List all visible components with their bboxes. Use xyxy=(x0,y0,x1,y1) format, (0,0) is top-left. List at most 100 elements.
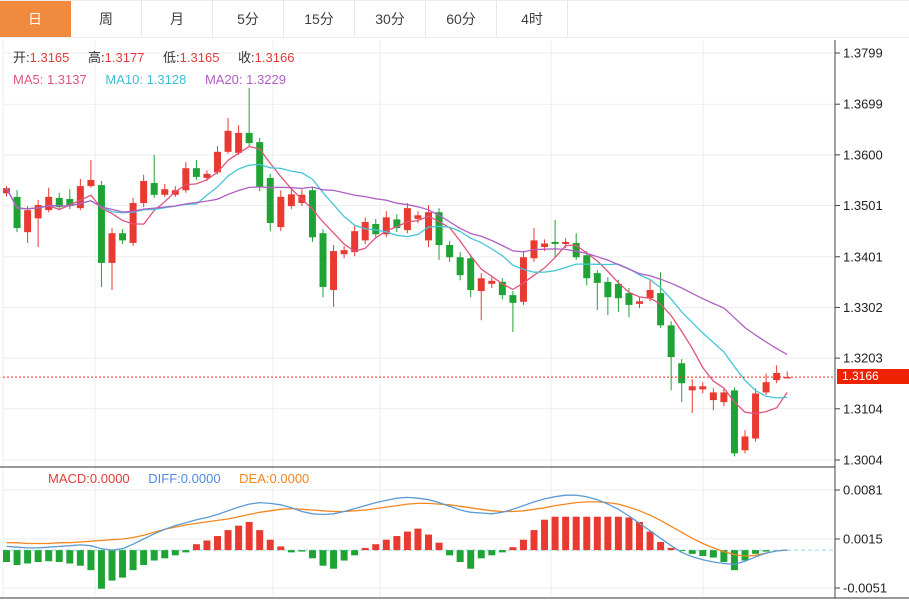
macd-bar xyxy=(203,540,211,551)
macd-bar xyxy=(562,516,570,551)
close-label: 收: xyxy=(238,50,255,65)
candle-body xyxy=(625,293,633,305)
macd-bar xyxy=(351,550,359,556)
ma20-readout: MA20: 1.3229 xyxy=(204,72,286,87)
candle-body xyxy=(614,283,622,299)
macd-bar xyxy=(3,550,10,563)
macd-bar xyxy=(741,550,749,561)
tab-monthly[interactable]: 月 xyxy=(142,1,213,37)
candle-body xyxy=(45,196,53,211)
candle-body xyxy=(762,382,770,393)
macd-bar xyxy=(593,516,601,551)
candle-body xyxy=(24,210,32,233)
candle-body xyxy=(509,295,517,303)
macd-bar xyxy=(414,528,422,551)
macd-bar xyxy=(730,550,738,571)
macd-bar xyxy=(699,550,707,557)
macd-bar xyxy=(340,550,348,561)
candle-body xyxy=(551,241,559,244)
candle-body xyxy=(150,183,158,195)
macd-bar xyxy=(319,550,327,566)
candle-body xyxy=(393,219,401,229)
ma-readout: MA5: 1.3137 MA10: 1.3128 MA20: 1.3229 xyxy=(13,72,301,87)
macd-bar xyxy=(66,550,74,564)
candle-body xyxy=(330,251,338,291)
candle-body xyxy=(646,290,654,299)
macd-bar xyxy=(150,550,158,561)
close-value: 1.3166 xyxy=(254,50,295,65)
axis-tick-label: 1.3501 xyxy=(843,198,883,213)
candle-body xyxy=(34,205,42,219)
candle-body xyxy=(541,243,549,248)
candle-body xyxy=(245,132,253,144)
macd-bar xyxy=(192,544,200,551)
candle-body xyxy=(414,215,422,219)
candle-body xyxy=(477,278,485,292)
tab-60min[interactable]: 60分 xyxy=(426,1,497,37)
candle-body xyxy=(287,194,295,207)
macd-layer xyxy=(3,494,833,589)
candle-body xyxy=(161,189,169,195)
high-value: 1.3177 xyxy=(104,50,145,65)
macd-bar xyxy=(45,550,53,562)
candle-body xyxy=(583,255,591,279)
macd-bar xyxy=(55,550,63,563)
macd-bar xyxy=(403,531,411,551)
candles-layer xyxy=(3,87,791,457)
tab-weekly[interactable]: 周 xyxy=(71,1,142,37)
axis-tick-label: 1.3799 xyxy=(843,46,883,61)
candle-body xyxy=(688,386,696,391)
diff-value: DIFF:0.0000 xyxy=(148,471,221,486)
candle-body xyxy=(277,196,285,228)
candle-body xyxy=(741,436,749,451)
ma5-readout: MA5: 1.3137 xyxy=(13,72,87,87)
candle-body xyxy=(308,190,316,238)
candle-body xyxy=(171,190,179,195)
candle-body xyxy=(425,212,432,241)
candle-body xyxy=(699,386,707,390)
macd-bar xyxy=(720,550,728,563)
candle-body xyxy=(604,281,612,298)
macd-bar xyxy=(224,530,232,551)
candle-body xyxy=(351,231,359,253)
macd-bar xyxy=(488,550,496,556)
macd-bar xyxy=(171,550,179,556)
macd-bar xyxy=(298,550,306,552)
candle-body xyxy=(456,257,464,276)
candle-body xyxy=(119,233,127,241)
candle-body xyxy=(657,293,665,326)
tab-30min[interactable]: 30分 xyxy=(355,1,426,37)
axis-tick-label: 1.3302 xyxy=(843,300,883,315)
candle-body xyxy=(129,203,137,243)
candle-body xyxy=(372,223,380,235)
candle-body xyxy=(224,130,232,152)
axis-tick-label: -0.0051 xyxy=(843,581,887,596)
tab-4hour[interactable]: 4时 xyxy=(497,1,568,37)
ma-lines-layer xyxy=(5,145,788,415)
axis-tick-label: 1.3401 xyxy=(843,249,883,264)
axis-tick-label: 1.3104 xyxy=(843,401,883,416)
macd-bar xyxy=(467,550,475,569)
candle-body xyxy=(66,198,74,207)
ma10-line xyxy=(5,163,788,399)
open-value: 1.3165 xyxy=(29,50,70,65)
candle-body xyxy=(403,208,411,231)
macd-bar xyxy=(372,544,380,551)
macd-bar xyxy=(614,516,622,551)
tab-15min[interactable]: 15分 xyxy=(284,1,355,37)
dea-line xyxy=(6,501,788,557)
axis-layer: 1.3799 1.3699 1.3600 1.3501 1.3401 1.3302 1.32… xyxy=(0,40,909,599)
tab-daily[interactable]: 日 xyxy=(0,1,71,37)
candle-body xyxy=(55,197,63,208)
macd-bar xyxy=(688,550,696,554)
macd-bar xyxy=(87,550,95,571)
tab-5min[interactable]: 5分 xyxy=(213,1,284,37)
macd-bar xyxy=(330,550,338,569)
macd-bar xyxy=(530,530,538,551)
candle-body xyxy=(13,196,21,229)
diff-line xyxy=(6,494,788,565)
candle-body xyxy=(752,393,760,439)
ma5-line xyxy=(5,145,788,415)
candle-body xyxy=(97,185,105,263)
